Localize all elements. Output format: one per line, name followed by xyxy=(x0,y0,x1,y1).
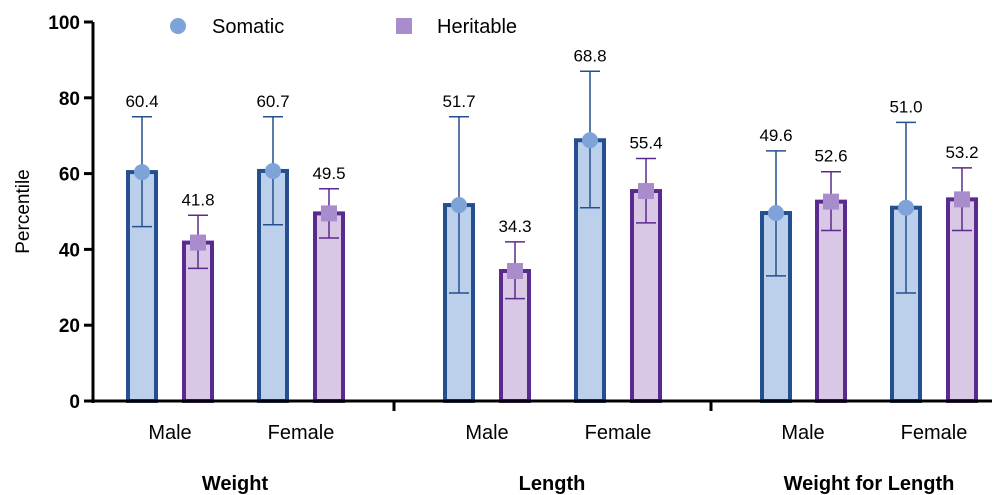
data-label-heritable-0: 41.8 xyxy=(181,190,214,209)
point-somatic-5 xyxy=(898,199,914,216)
y-tick-label-1: 20 xyxy=(59,316,80,337)
bar-heritable-1 xyxy=(313,211,345,403)
legend-marker-somatic xyxy=(170,18,186,34)
point-heritable-4 xyxy=(823,193,839,210)
point-heritable-3 xyxy=(638,183,654,200)
data-label-heritable-1: 49.5 xyxy=(312,164,345,183)
group-label-0: Weight xyxy=(202,473,269,495)
point-somatic-4 xyxy=(768,205,784,222)
group-label-1: Length xyxy=(519,473,586,495)
x-tick-label-2: Male xyxy=(465,422,508,444)
data-label-somatic-4: 49.6 xyxy=(759,126,792,145)
y-tick-label-5: 100 xyxy=(48,13,80,34)
data-label-heritable-5: 53.2 xyxy=(945,143,978,162)
y-tick-label-0: 0 xyxy=(69,392,80,413)
data-label-somatic-2: 51.7 xyxy=(442,92,475,111)
legend-marker-heritable xyxy=(396,18,412,34)
bar-heritable-4 xyxy=(815,199,847,403)
data-label-heritable-3: 55.4 xyxy=(629,133,662,152)
data-label-heritable-4: 52.6 xyxy=(814,147,847,166)
point-heritable-2 xyxy=(507,263,523,280)
y-axis-title: Percentile xyxy=(13,169,34,254)
point-heritable-5 xyxy=(954,191,970,208)
x-tick-label-1: Female xyxy=(268,422,335,444)
y-tick-label-4: 80 xyxy=(59,89,80,110)
data-label-heritable-2: 34.3 xyxy=(498,217,531,236)
point-heritable-0 xyxy=(190,234,206,251)
point-somatic-0 xyxy=(134,164,150,181)
data-label-somatic-3: 68.8 xyxy=(573,46,606,65)
data-label-somatic-1: 60.7 xyxy=(256,92,289,111)
group-label-2: Weight for Length xyxy=(784,473,955,495)
point-somatic-1 xyxy=(265,162,281,179)
point-heritable-1 xyxy=(321,205,337,222)
data-label-somatic-5: 51.0 xyxy=(889,97,922,116)
bar-heritable-5 xyxy=(946,197,978,403)
point-somatic-2 xyxy=(451,197,467,214)
x-tick-label-3: Female xyxy=(585,422,652,444)
x-tick-label-4: Male xyxy=(781,422,824,444)
y-tick-label-2: 40 xyxy=(59,240,80,261)
legend-label-heritable: Heritable xyxy=(437,16,517,38)
y-tick-label-3: 60 xyxy=(59,165,80,186)
legend-label-somatic: Somatic xyxy=(212,16,284,38)
point-somatic-3 xyxy=(582,132,598,149)
x-tick-label-0: Male xyxy=(148,422,191,444)
data-label-somatic-0: 60.4 xyxy=(125,92,158,111)
x-tick-label-5: Female xyxy=(901,422,968,444)
